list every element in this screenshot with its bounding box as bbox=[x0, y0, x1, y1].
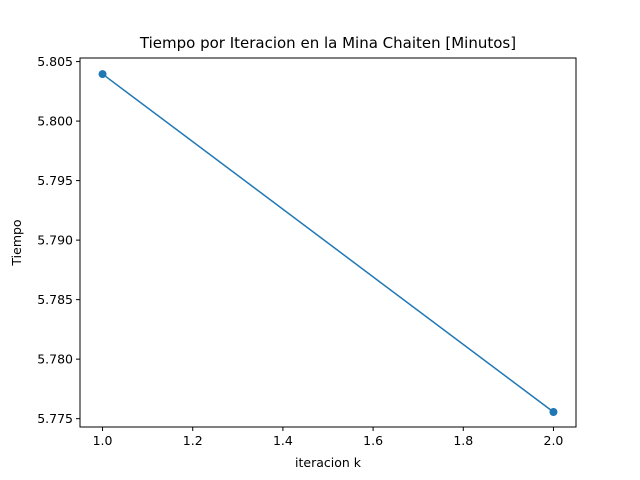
chart-title: Tiempo por Iteracion en la Mina Chaiten … bbox=[139, 34, 516, 52]
series-layer bbox=[98, 70, 558, 417]
y-tick-label: 5.780 bbox=[37, 352, 73, 367]
series-line bbox=[102, 73, 554, 413]
x-tick-label: 1.4 bbox=[273, 433, 293, 448]
y-tick-label: 5.785 bbox=[37, 292, 73, 307]
y-tick-label: 5.795 bbox=[37, 173, 73, 188]
x-axis-label: iteracion k bbox=[295, 455, 362, 470]
y-tick-label: 5.800 bbox=[37, 114, 73, 129]
y-tick-label: 5.805 bbox=[37, 54, 73, 69]
data-point bbox=[549, 408, 558, 417]
x-axis: 1.0 1.2 1.4 1.6 1.8 2.0 bbox=[93, 427, 564, 448]
x-tick-label: 1.8 bbox=[453, 433, 473, 448]
y-axis: 5.775 5.780 5.785 5.790 5.795 5.800 5.805 bbox=[37, 54, 80, 426]
x-tick-label: 2.0 bbox=[544, 433, 564, 448]
x-tick-label: 1.6 bbox=[363, 433, 383, 448]
y-axis-label: Tiempo bbox=[9, 219, 24, 266]
x-tick-label: 1.0 bbox=[93, 433, 113, 448]
x-tick-label: 1.2 bbox=[183, 433, 203, 448]
data-point bbox=[98, 70, 107, 79]
y-tick-label: 5.790 bbox=[37, 233, 73, 248]
y-tick-label: 5.775 bbox=[37, 411, 73, 426]
